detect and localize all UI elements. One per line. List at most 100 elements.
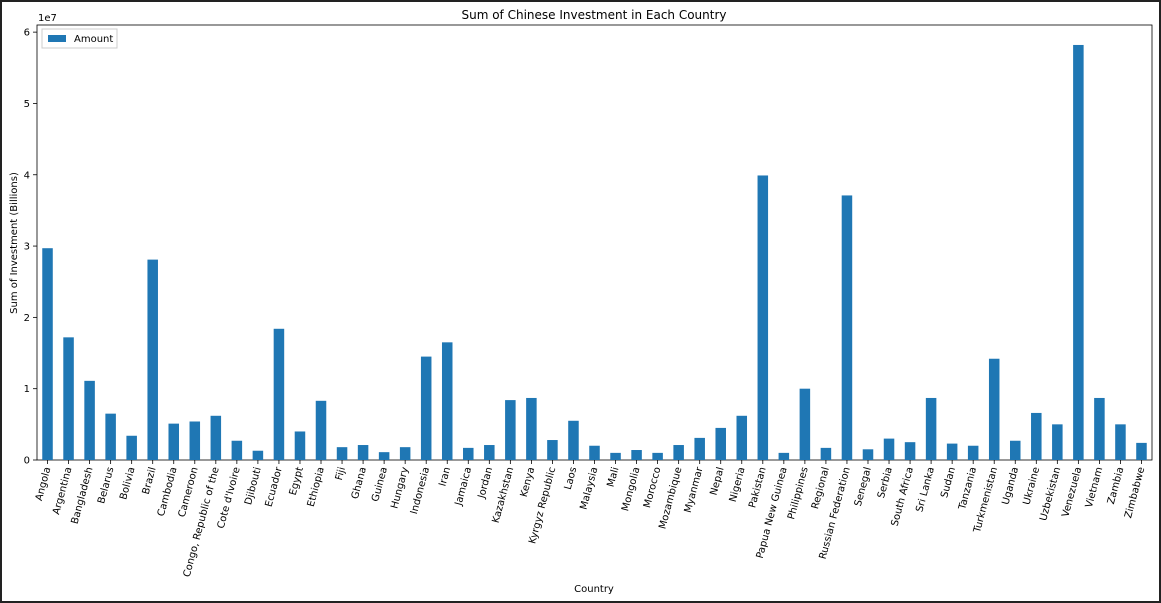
plot-frame <box>36 24 1153 461</box>
bar <box>988 358 1000 460</box>
bar <box>189 421 201 460</box>
chart-title: Sum of Chinese Investment in Each Countr… <box>461 8 726 22</box>
x-tick-label: Brazil <box>141 466 159 496</box>
x-tick-label: Bangladesh <box>70 466 96 525</box>
bar <box>862 449 874 460</box>
x-tick-label: Regional <box>810 466 832 511</box>
y-tick-label: 2 <box>24 313 30 324</box>
x-tick-label: Mongolia <box>620 466 642 513</box>
bar <box>799 388 811 460</box>
x-tick-label: Uzbekistan <box>1038 466 1063 522</box>
y-axis-label: Sum of Investment (Billions) <box>9 172 20 314</box>
bar <box>441 342 453 460</box>
bar <box>105 413 116 460</box>
bar <box>126 435 137 460</box>
x-tick-label: Vietnam <box>1084 466 1105 509</box>
bar <box>63 337 74 460</box>
x-tick-label: Malaysia <box>578 466 600 511</box>
bar <box>568 420 579 460</box>
bar <box>1115 424 1126 460</box>
bar <box>336 447 348 460</box>
legend-box <box>41 28 118 49</box>
bar <box>967 445 979 460</box>
plot-area <box>36 24 1153 461</box>
bar <box>631 450 642 460</box>
bar <box>252 450 264 460</box>
y-tick-label: 4 <box>24 170 30 181</box>
x-tick-label: Hungary <box>389 466 411 510</box>
bar <box>273 328 285 460</box>
bar <box>505 400 516 460</box>
x-tick-label: Iran <box>437 466 453 488</box>
x-tick-label: Fiji <box>334 466 348 482</box>
bar <box>42 248 53 460</box>
x-tick-label: Philippines <box>786 466 811 521</box>
x-tick-label: Angola <box>34 466 54 502</box>
x-tick-label: Zambia <box>1106 466 1126 506</box>
bar <box>420 356 432 460</box>
x-tick-label: Kazakhstan <box>491 466 517 525</box>
x-tick-label: Myanmar <box>683 465 706 514</box>
bar <box>820 447 832 460</box>
bar <box>694 437 705 460</box>
bar <box>294 431 306 460</box>
x-tick-label: Egypt <box>288 466 306 497</box>
bar <box>757 175 769 460</box>
bar <box>378 452 390 460</box>
bar <box>1031 412 1042 460</box>
bar <box>357 445 369 460</box>
x-tick-label: Ecuador <box>264 465 285 508</box>
x-tick-label: Uganda <box>1001 466 1022 506</box>
bar <box>652 452 663 460</box>
x-tick-label: Tanzania <box>957 466 979 512</box>
x-tick-label: Ukraine <box>1022 466 1043 506</box>
bar <box>547 440 558 460</box>
x-tick-label: Djibouti <box>243 466 264 506</box>
x-tick-label: Serbia <box>876 466 895 500</box>
bar <box>526 397 537 460</box>
x-tick-label: Pakistan <box>747 466 768 509</box>
bar <box>925 397 937 460</box>
x-tick-label: Ghana <box>350 466 369 500</box>
y-tick-label: 5 <box>24 99 30 110</box>
x-tick-label: South Africa <box>890 466 916 528</box>
x-tick-label: Nepal <box>709 466 727 497</box>
bar <box>946 443 958 460</box>
x-tick-label: Mali <box>606 466 622 488</box>
x-tick-label: Cambodia <box>156 466 180 518</box>
y-tick-label: 6 <box>24 28 30 39</box>
x-tick-label: Cameroon <box>177 466 201 519</box>
x-tick-label: Indonesia <box>409 466 432 516</box>
bar <box>231 440 243 460</box>
y-axis: 0 1 2 3 4 5 6 <box>24 28 37 467</box>
legend-swatch <box>48 35 66 42</box>
x-tick-label: Bolivia <box>118 466 137 501</box>
legend: Amount <box>41 28 118 49</box>
bar <box>883 438 895 460</box>
y-tick-label: 0 <box>24 456 30 467</box>
bar <box>84 380 95 460</box>
y-tick-label: 1 <box>24 384 30 395</box>
bar <box>1009 440 1021 460</box>
y-tick-label: 3 <box>24 242 30 253</box>
bar <box>736 415 748 460</box>
bar <box>399 447 411 460</box>
bar <box>589 445 600 460</box>
bar <box>841 195 853 460</box>
bar <box>904 442 916 460</box>
x-tick-label: Kenya <box>519 466 538 498</box>
bar <box>168 423 180 460</box>
x-tick-label: Ethiopia <box>306 466 327 508</box>
bar <box>1052 424 1063 460</box>
y-axis-offset-text: 1e7 <box>38 13 57 24</box>
bar <box>484 445 495 460</box>
x-tick-label: Senegal <box>853 466 874 508</box>
bar <box>673 445 684 460</box>
bar <box>1136 442 1147 460</box>
x-tick-label: Nigeria <box>728 466 748 503</box>
x-tick-label: Laos <box>563 466 580 491</box>
x-tick-label: Belarus <box>96 466 116 505</box>
bars-group <box>42 44 1147 460</box>
